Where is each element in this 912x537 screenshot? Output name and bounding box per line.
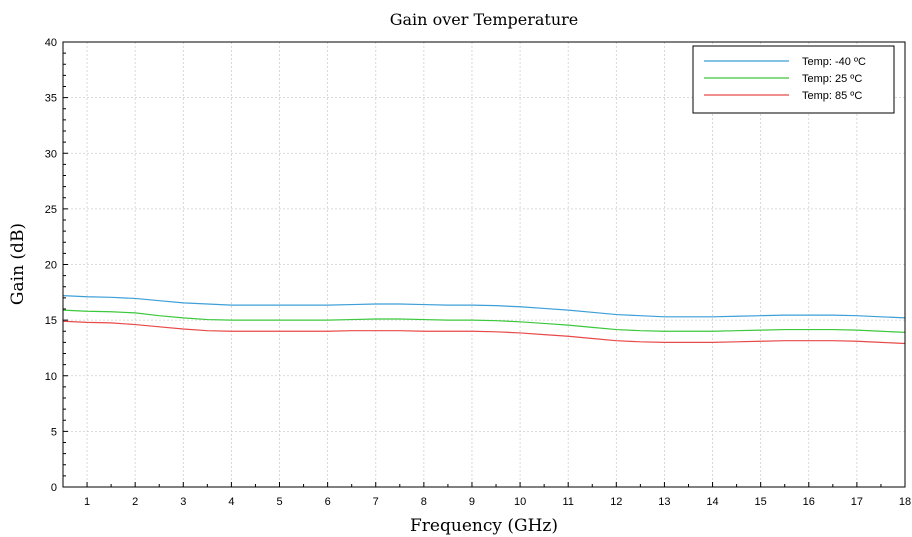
- legend-label: Temp: 25 ºC: [802, 73, 862, 85]
- legend-label: Temp: 85 ºC: [802, 90, 862, 102]
- legend: Temp: -40 ºC Temp: 25 ºC Temp: 85 ºC: [692, 45, 895, 114]
- x-axis: 1 2 3 4 5 6 7 8 9 10 11 12 13 14 15 16 17 18: [62, 482, 911, 508]
- x-tick-label: 9: [469, 496, 475, 508]
- series-lines: [62, 295, 906, 345]
- y-axis: 0 5 10 15 20 25 30 35 40: [45, 37, 68, 494]
- series-line-1: [62, 295, 906, 319]
- x-tick-label: 10: [514, 496, 526, 508]
- x-tick-label: 4: [228, 496, 234, 508]
- y-tick-label: 20: [45, 260, 57, 272]
- legend-label: Temp: -40 ºC: [802, 56, 866, 68]
- x-tick-label: 18: [899, 496, 911, 508]
- chart-title: Gain over Temperature: [390, 10, 579, 29]
- x-tick-label: 1: [84, 496, 90, 508]
- x-tick-label: 3: [180, 496, 186, 508]
- y-axis-label: Gain (dB): [8, 223, 28, 305]
- x-tick-label: 5: [276, 496, 282, 508]
- x-tick-label: 2: [132, 496, 138, 508]
- legend-box: [692, 45, 895, 114]
- x-tick-label: 13: [658, 496, 670, 508]
- y-tick-label: 35: [45, 93, 57, 105]
- x-tick-label: 11: [562, 496, 573, 508]
- x-tick-label: 16: [803, 496, 815, 508]
- x-tick-label: 15: [755, 496, 767, 508]
- x-tick-label: 8: [421, 496, 427, 508]
- y-tick-label: 15: [45, 315, 57, 327]
- x-tick-label: 17: [851, 496, 863, 508]
- x-tick-label: 12: [610, 496, 622, 508]
- series-line-3: [62, 320, 906, 345]
- y-tick-label: 40: [45, 37, 57, 49]
- y-tick-label: 0: [51, 482, 57, 494]
- x-tick-label: 7: [373, 496, 379, 508]
- x-tick-label: 6: [325, 496, 331, 508]
- series-line-2: [62, 309, 906, 333]
- y-tick-label: 5: [51, 426, 57, 438]
- x-tick-label: 14: [706, 496, 718, 508]
- x-axis-label: Frequency (GHz): [410, 516, 558, 536]
- y-tick-label: 25: [45, 204, 57, 216]
- y-tick-label: 30: [45, 148, 57, 160]
- y-tick-label: 10: [45, 371, 57, 383]
